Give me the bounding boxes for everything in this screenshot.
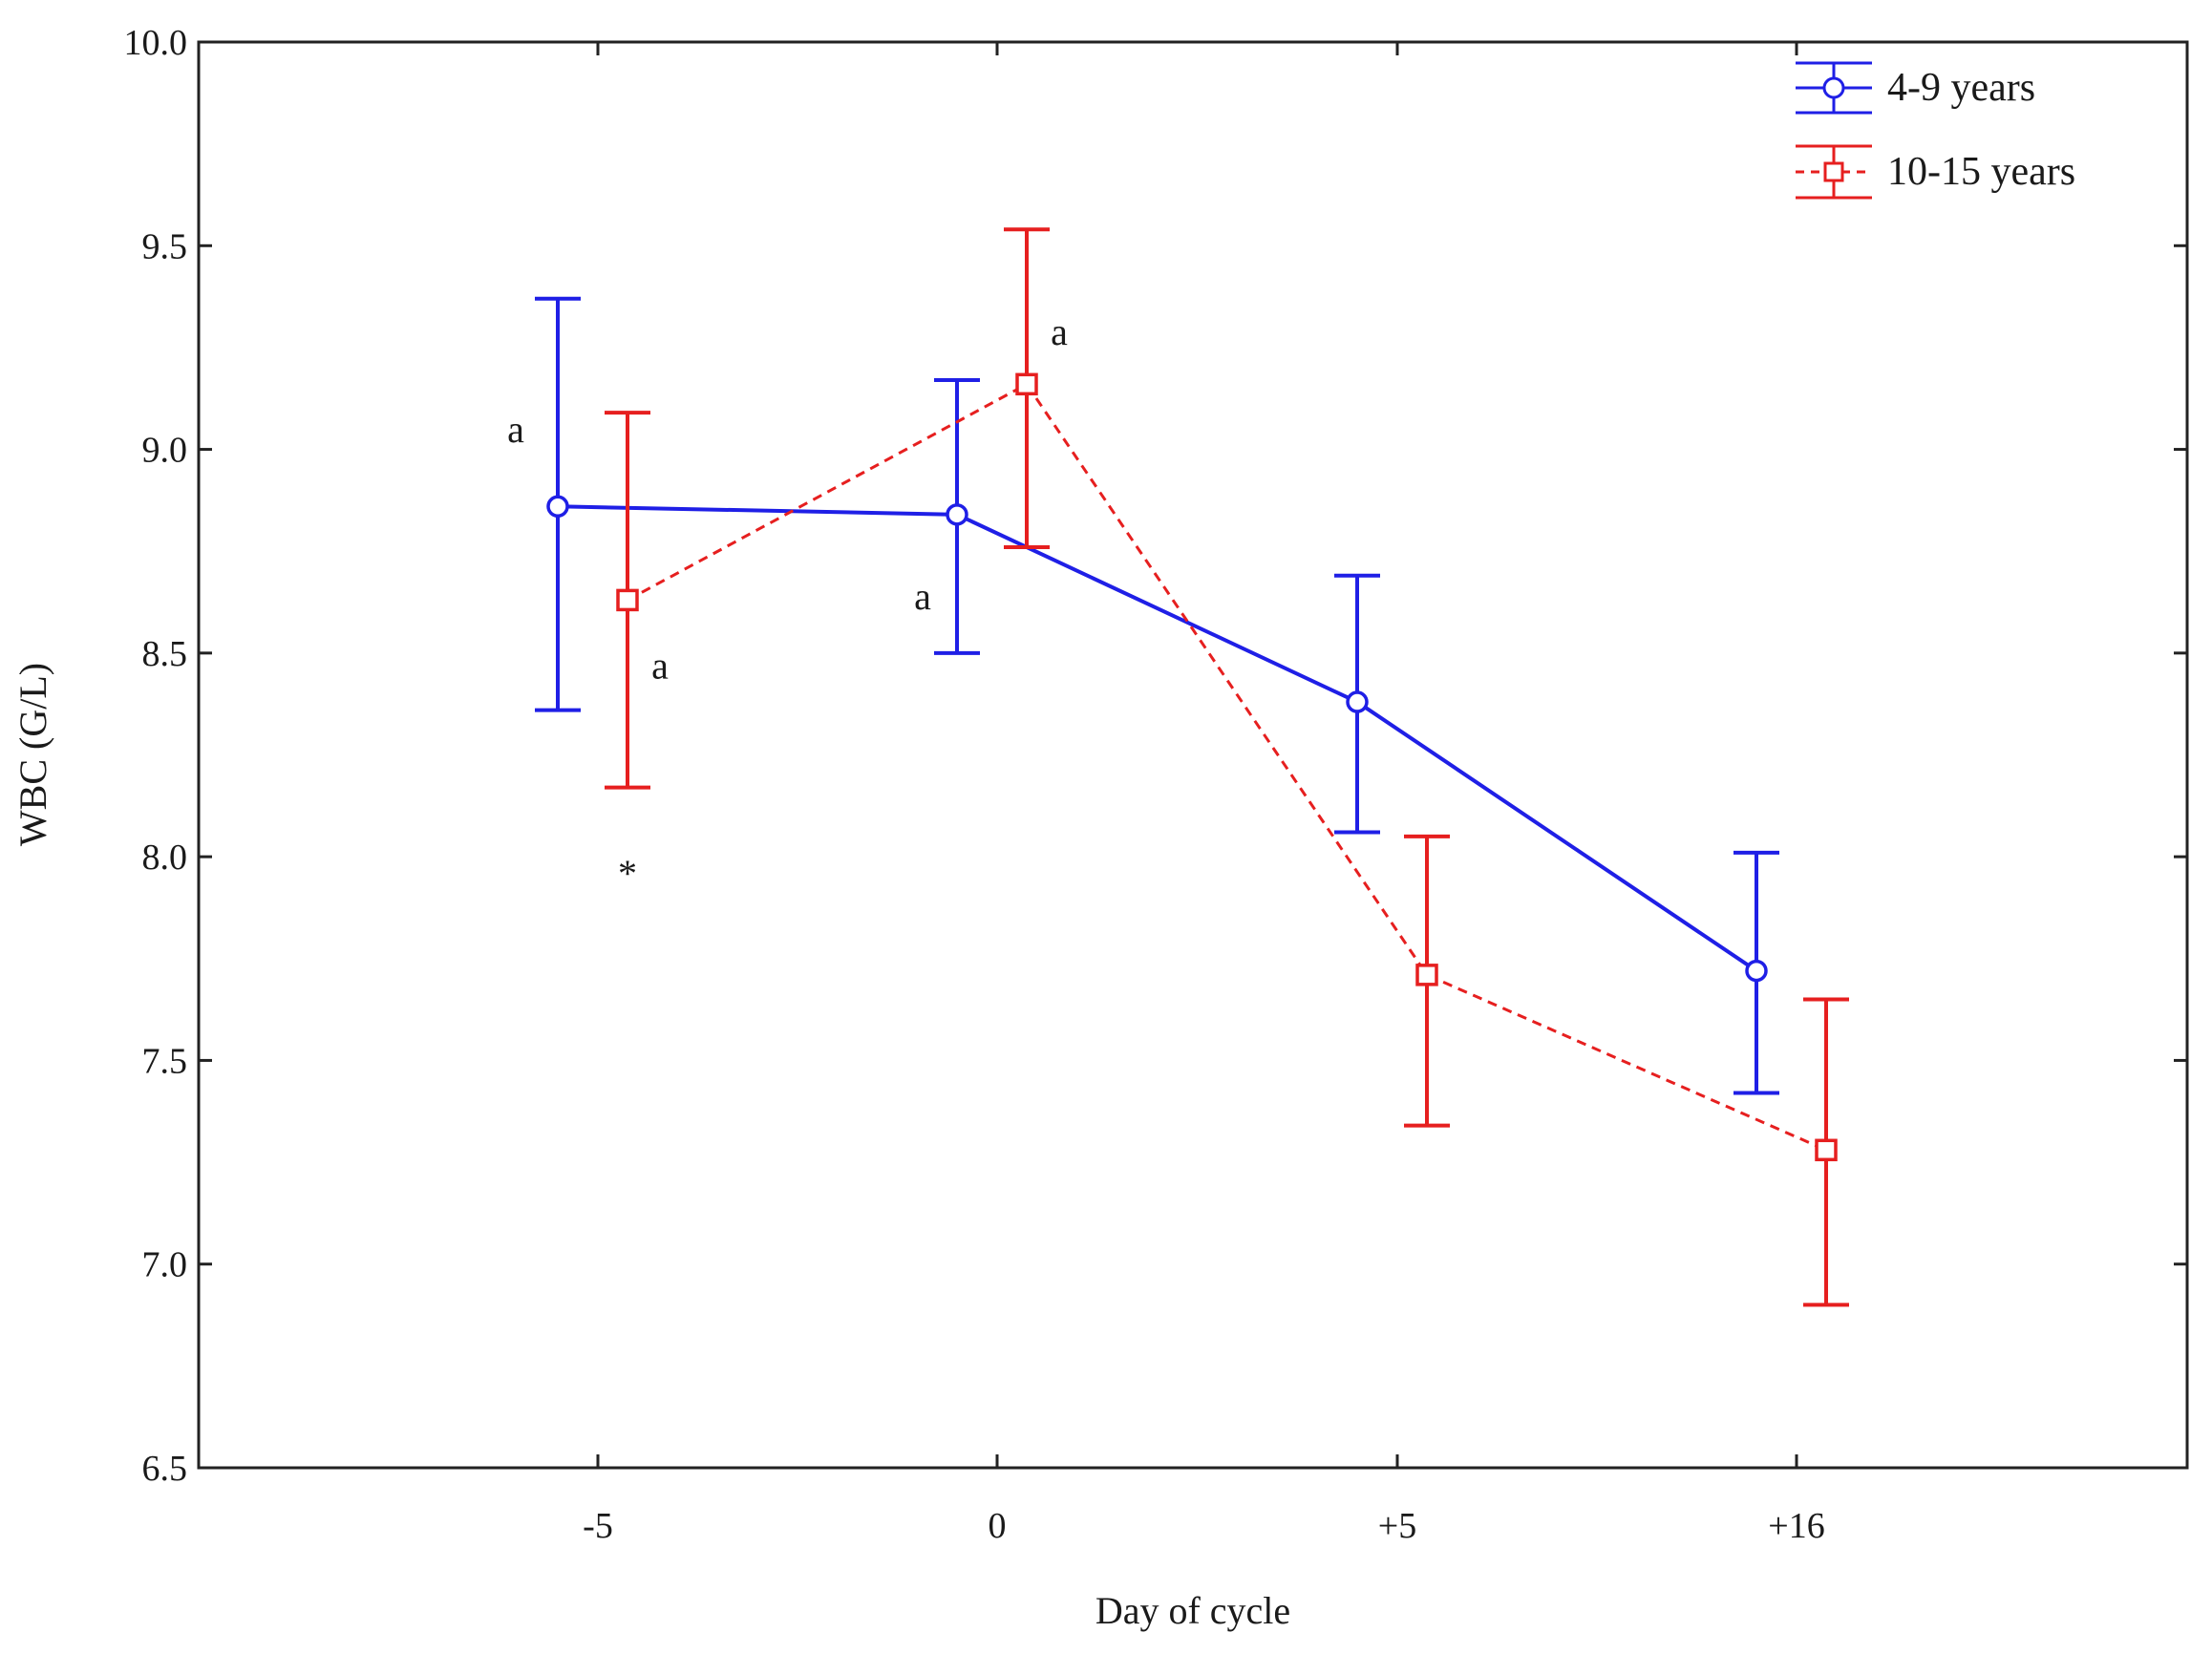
- plot-frame: [197, 40, 2189, 1470]
- legend-item-4-9-years: 4-9 years: [1796, 61, 2035, 115]
- y-tick-label: 10.0: [124, 23, 188, 63]
- y-tick-label: 8.5: [142, 634, 188, 674]
- legend-marker-square: [1823, 161, 1844, 182]
- series-line: [557, 504, 1758, 973]
- x-axis-label: Day of cycle: [1095, 1589, 1290, 1632]
- legend-label-4-9-years: 4-9 years: [1887, 66, 2035, 110]
- annotation-label: a: [914, 575, 931, 618]
- y-tick-label: 7.5: [142, 1041, 188, 1081]
- annotation-label: a: [1051, 310, 1068, 353]
- annotation-label: a: [651, 645, 669, 688]
- data-point: [1815, 1138, 1838, 1162]
- legend-label-10-15-years: 10-15 years: [1887, 150, 2075, 194]
- data-point: [946, 503, 968, 526]
- y-tick-label: 9.5: [142, 226, 188, 266]
- x-tick-label: 0: [989, 1506, 1007, 1546]
- data-point: [1015, 372, 1038, 396]
- y-tick-label: 6.5: [142, 1449, 188, 1489]
- x-tick-label: -5: [583, 1506, 613, 1546]
- series-1: [605, 227, 1849, 1307]
- data-point: [1415, 964, 1438, 986]
- y-tick-label: 9.0: [142, 431, 188, 471]
- legend-marker-circle: [1822, 76, 1845, 99]
- annotation-label: *: [618, 852, 637, 895]
- legend: 4-9 years 10-15 years: [1796, 61, 2075, 200]
- legend-item-10-15-years: 10-15 years: [1796, 144, 2075, 200]
- x-tick-label: +16: [1768, 1506, 1824, 1546]
- series-0: [535, 296, 1779, 1095]
- series-line: [627, 382, 1827, 1152]
- annotation-label: a: [507, 408, 524, 451]
- data-point: [546, 495, 569, 519]
- y-tick-label: 7.0: [142, 1245, 188, 1285]
- y-axis-label: WBC (G/L): [11, 663, 54, 846]
- y-tick-label: 8.0: [142, 838, 188, 878]
- data-point: [1745, 959, 1768, 983]
- x-tick-label: +5: [1378, 1506, 1416, 1546]
- data-point: [616, 588, 639, 612]
- data-point: [1346, 690, 1369, 713]
